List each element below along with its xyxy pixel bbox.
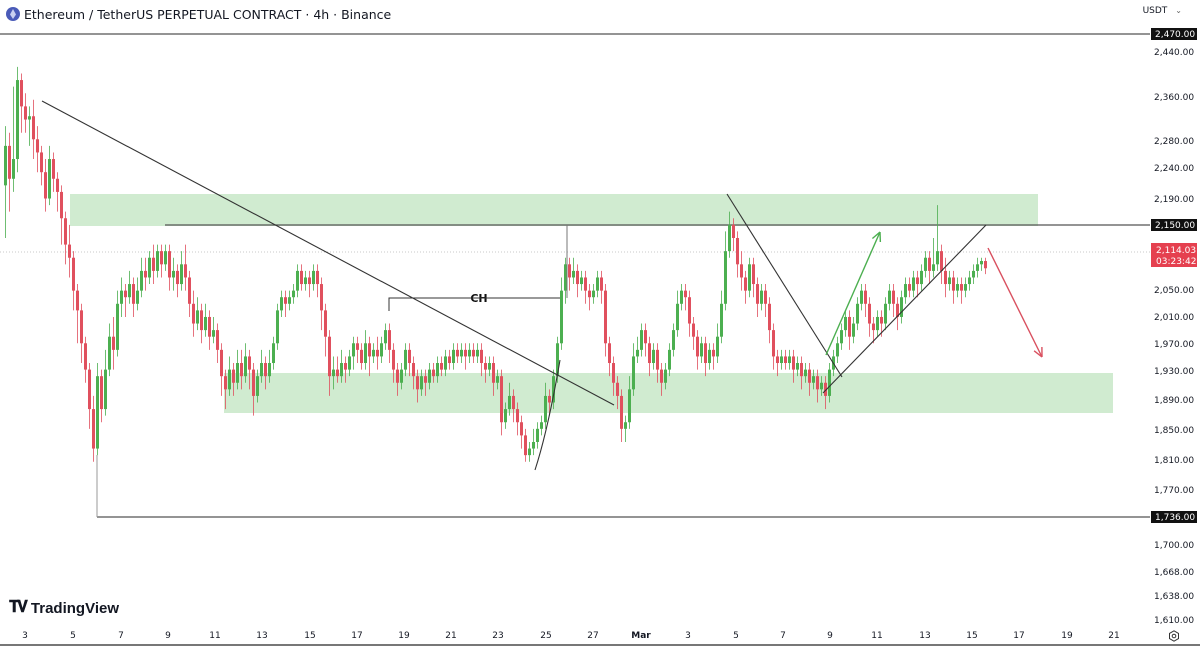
arrow-up-icon[interactable] <box>825 231 881 356</box>
tradingview-logo: 𝐓𝐕 TradingView <box>9 599 119 617</box>
y-axis-tick: 1,930.00 <box>1154 367 1194 377</box>
svg-text:2,150.00: 2,150.00 <box>1155 221 1195 231</box>
y-axis-tick: 1,638.00 <box>1154 592 1194 602</box>
x-axis-tick: 21 <box>445 631 456 641</box>
chart-header: Ethereum / TetherUS PERPETUAL CONTRACT ·… <box>6 4 391 24</box>
x-axis-tick: 23 <box>492 631 503 641</box>
support-zone <box>224 373 1113 413</box>
y-axis-tick: 2,190.00 <box>1154 195 1194 205</box>
x-axis-tick: 3 <box>685 631 691 641</box>
x-axis-tick: 19 <box>1061 631 1073 641</box>
resistance-zone <box>70 194 1038 226</box>
y-axis-tick: 2,010.00 <box>1154 313 1194 323</box>
trendline[interactable] <box>726 193 843 378</box>
x-axis-tick: 7 <box>780 631 786 641</box>
currency-label: USDT <box>1142 6 1168 16</box>
bottom-border <box>0 644 1200 646</box>
trendline[interactable] <box>822 224 987 394</box>
svg-text:2,114.03: 2,114.03 <box>1156 246 1196 256</box>
x-axis-tick: 5 <box>70 631 76 641</box>
x-axis-tick: 3 <box>22 631 28 641</box>
current-price-tag <box>1151 243 1197 267</box>
settings-icon[interactable] <box>1168 630 1180 642</box>
x-axis-tick: 17 <box>1013 631 1024 641</box>
change-of-character-line[interactable] <box>388 297 560 311</box>
x-axis-tick: 11 <box>871 631 882 641</box>
chevron-down-icon: ⌄ <box>1175 6 1182 15</box>
y-axis-tick: 2,360.00 <box>1154 93 1194 103</box>
curve-drawing[interactable] <box>534 359 561 471</box>
chart-title: Ethereum / TetherUS PERPETUAL CONTRACT ·… <box>24 6 392 22</box>
x-axis-tick: 25 <box>540 631 551 641</box>
svg-text:03:23:42: 03:23:42 <box>1156 257 1196 267</box>
ethereum-icon <box>6 7 20 21</box>
x-axis-tick: 11 <box>209 631 220 641</box>
y-axis-tick: 2,240.00 <box>1154 164 1194 174</box>
svg-text:2,470.00: 2,470.00 <box>1155 30 1195 40</box>
x-axis-tick: 13 <box>256 631 267 641</box>
currency-selector[interactable]: USDT ⌄ <box>1143 6 1182 16</box>
level-price-tag <box>1151 28 1197 40</box>
arrow-down-icon[interactable] <box>987 247 1043 358</box>
level-price-tag <box>1151 511 1197 523</box>
x-axis-tick: 19 <box>398 631 410 641</box>
x-axis-tick: 27 <box>587 631 598 641</box>
y-axis-tick: 2,440.00 <box>1154 48 1194 58</box>
x-axis-tick: 15 <box>966 631 977 641</box>
x-axis-tick: 13 <box>919 631 930 641</box>
y-axis-tick: 1,700.00 <box>1154 541 1194 551</box>
x-axis-tick: 15 <box>304 631 315 641</box>
y-axis-tick: 2,050.00 <box>1154 286 1194 296</box>
y-axis-tick: 1,810.00 <box>1154 456 1194 466</box>
x-axis-tick: 7 <box>118 631 124 641</box>
y-axis-tick: 1,770.00 <box>1154 486 1194 496</box>
candles <box>4 66 987 462</box>
x-axis-tick: Mar <box>631 631 651 641</box>
svg-text:1,736.00: 1,736.00 <box>1155 513 1195 523</box>
trendline[interactable] <box>41 100 615 406</box>
y-axis-tick: 1,850.00 <box>1154 426 1194 436</box>
tradingview-logo-text: TradingView <box>30 599 120 617</box>
x-axis-tick: 17 <box>351 631 362 641</box>
x-axis-tick: 5 <box>733 631 739 641</box>
x-axis-tick: 21 <box>1108 631 1119 641</box>
x-axis-tick: 9 <box>165 631 171 641</box>
y-axis-tick: 1,668.00 <box>1154 568 1194 578</box>
level-price-tag <box>1151 219 1197 231</box>
y-axis-tick: 1,970.00 <box>1154 340 1194 350</box>
y-axis-tick: 2,280.00 <box>1154 137 1194 147</box>
tradingview-mark-icon: 𝐓𝐕 <box>9 599 28 616</box>
y-axis-tick: 1,610.00 <box>1154 616 1194 626</box>
y-axis-tick: 1,890.00 <box>1154 396 1194 406</box>
x-axis-tick: 9 <box>827 631 833 641</box>
